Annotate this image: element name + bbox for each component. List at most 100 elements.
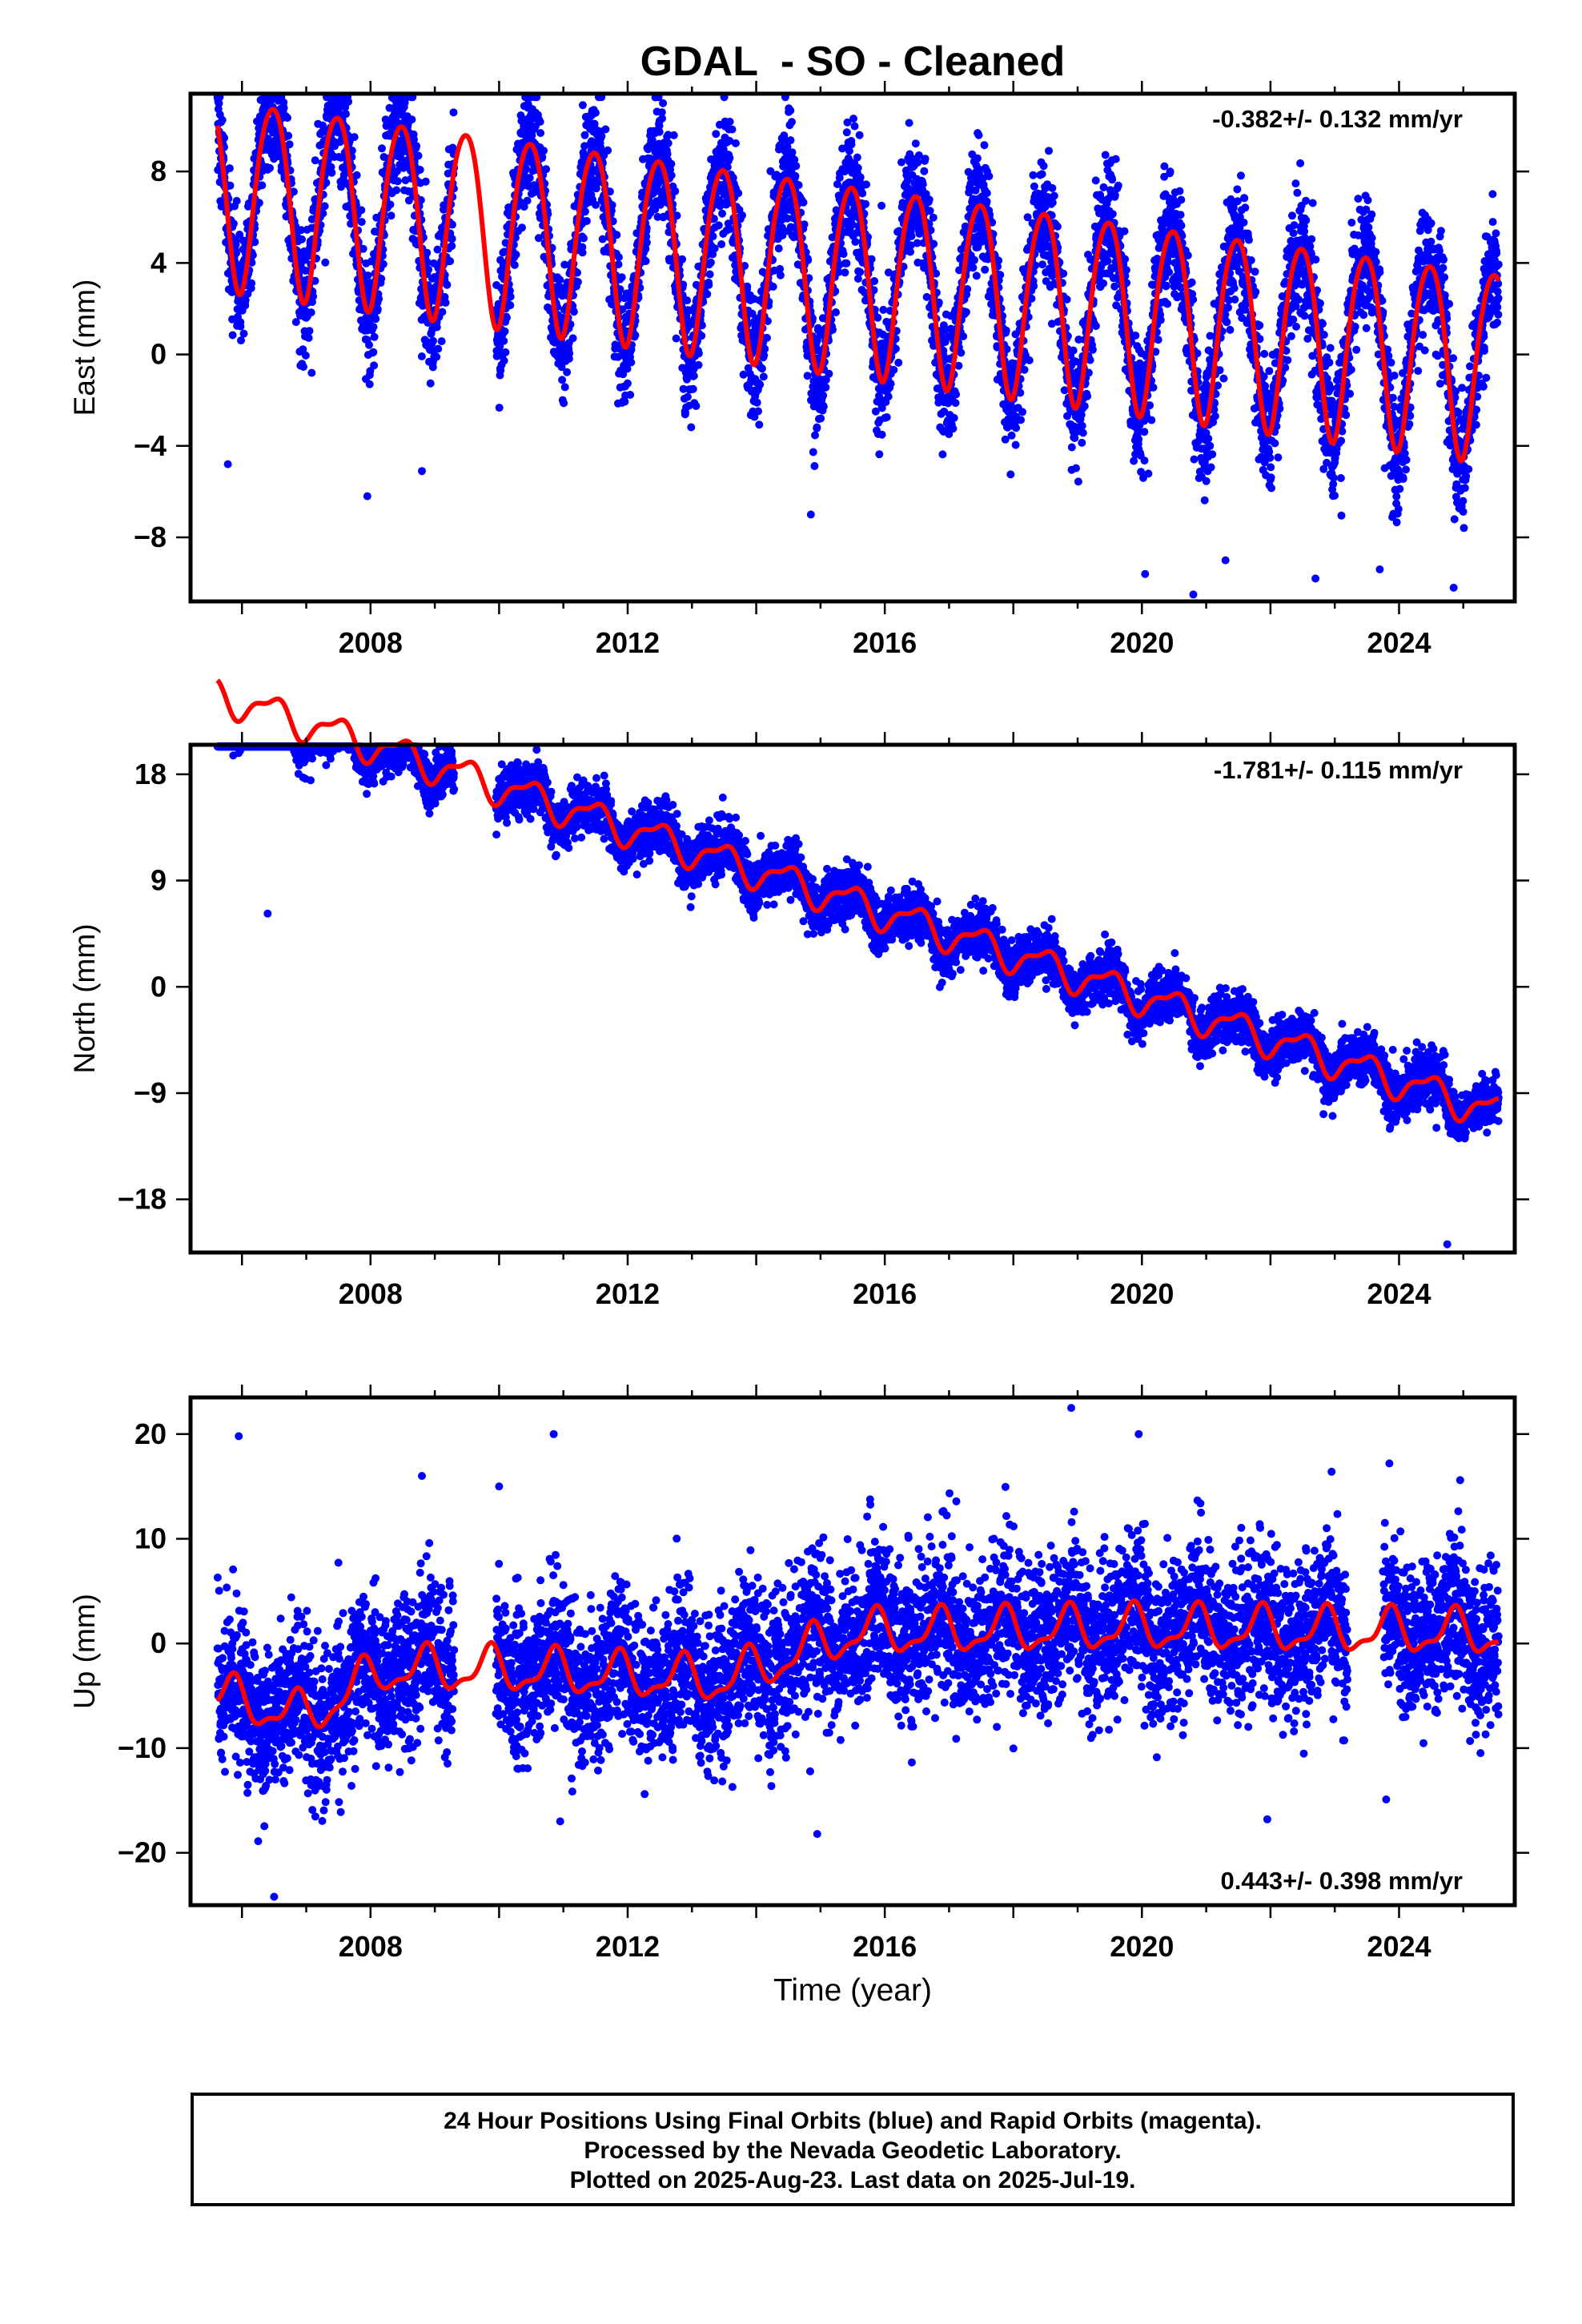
observation-point — [612, 231, 621, 239]
observation-point — [626, 391, 635, 399]
observation-point — [291, 318, 300, 327]
observation-point — [525, 174, 534, 183]
observation-point — [215, 99, 223, 108]
observation-point — [523, 196, 532, 205]
observation-point — [1111, 155, 1120, 163]
observation-point — [284, 131, 293, 140]
observation-point — [601, 125, 610, 134]
observation-point — [510, 260, 519, 269]
observation-point — [1140, 456, 1149, 465]
observation-point — [703, 290, 712, 299]
observation-point — [378, 144, 386, 153]
observation-point — [897, 158, 905, 167]
observation-point — [614, 260, 623, 269]
observation-point — [819, 402, 828, 411]
observation-point — [266, 163, 274, 172]
observation-point — [236, 322, 245, 331]
observation-point — [894, 358, 903, 367]
observation-point — [1156, 316, 1165, 324]
observation-point — [889, 365, 898, 374]
observation-point — [949, 424, 958, 433]
observation-point — [952, 390, 961, 399]
observation-point — [580, 234, 588, 243]
observation-point — [873, 313, 882, 322]
observation-point — [386, 200, 395, 209]
observation-point — [229, 219, 238, 228]
observation-point — [1149, 383, 1158, 392]
observation-point — [1091, 176, 1100, 185]
observation-point — [861, 199, 870, 208]
observation-point — [1030, 182, 1038, 191]
observation-point — [311, 156, 319, 165]
observation-point — [604, 146, 612, 155]
observation-point — [218, 115, 227, 124]
observation-point — [319, 209, 327, 218]
observation-point — [870, 277, 879, 285]
observation-point — [311, 276, 319, 285]
observation-point — [849, 115, 857, 123]
observation-point — [408, 115, 416, 124]
observation-point — [365, 380, 374, 388]
observation-point — [717, 240, 726, 248]
observation-point — [839, 250, 848, 259]
observation-point — [669, 131, 678, 139]
observation-point — [853, 163, 862, 172]
observation-point — [232, 196, 241, 205]
observation-point — [738, 211, 746, 219]
observation-point — [817, 414, 825, 423]
observation-point — [809, 448, 817, 456]
observation-point — [283, 114, 291, 123]
observation-point — [1006, 470, 1015, 479]
observation-point — [248, 251, 257, 259]
observation-point — [357, 206, 366, 215]
observation-point — [580, 207, 589, 216]
observation-point — [1030, 282, 1038, 291]
observation-point — [970, 255, 978, 264]
observation-point — [1048, 198, 1057, 207]
observation-point — [512, 250, 520, 259]
observation-point — [258, 181, 267, 190]
observation-point — [725, 118, 734, 126]
observation-point — [393, 177, 402, 186]
observation-point — [495, 404, 504, 412]
observation-point — [641, 257, 650, 265]
observation-point — [598, 235, 607, 243]
observation-point — [1038, 170, 1046, 179]
observation-point — [441, 299, 450, 307]
observation-point — [791, 171, 800, 180]
observation-point — [705, 270, 714, 279]
observation-point — [734, 189, 743, 198]
observation-point — [925, 195, 934, 204]
observation-point — [438, 308, 447, 316]
observation-point — [667, 159, 676, 168]
observation-point — [1120, 227, 1129, 235]
observation-point — [279, 103, 288, 112]
observation-point — [1114, 181, 1122, 190]
observation-point — [1059, 269, 1068, 278]
observation-point — [891, 344, 900, 353]
observation-point — [694, 349, 703, 358]
observation-point — [437, 337, 446, 346]
observation-point — [565, 349, 574, 358]
observation-point — [803, 372, 812, 380]
observation-point — [718, 209, 726, 218]
observation-point — [392, 167, 401, 175]
observation-point — [1147, 416, 1156, 424]
observation-point — [379, 259, 387, 268]
observation-point — [962, 308, 970, 316]
observation-point — [370, 332, 379, 341]
observation-point — [359, 244, 367, 253]
observation-point — [667, 171, 676, 179]
observation-point — [832, 308, 840, 316]
observation-point — [623, 379, 632, 388]
observation-point — [433, 245, 442, 254]
observation-point — [305, 327, 314, 336]
observation-point — [841, 268, 849, 277]
observation-point — [1099, 279, 1108, 287]
observation-point — [251, 238, 259, 247]
observation-point — [375, 295, 383, 304]
observation-point — [1011, 440, 1020, 449]
observation-point — [1166, 167, 1174, 176]
observation-point — [1134, 435, 1143, 444]
observation-point — [446, 257, 455, 266]
